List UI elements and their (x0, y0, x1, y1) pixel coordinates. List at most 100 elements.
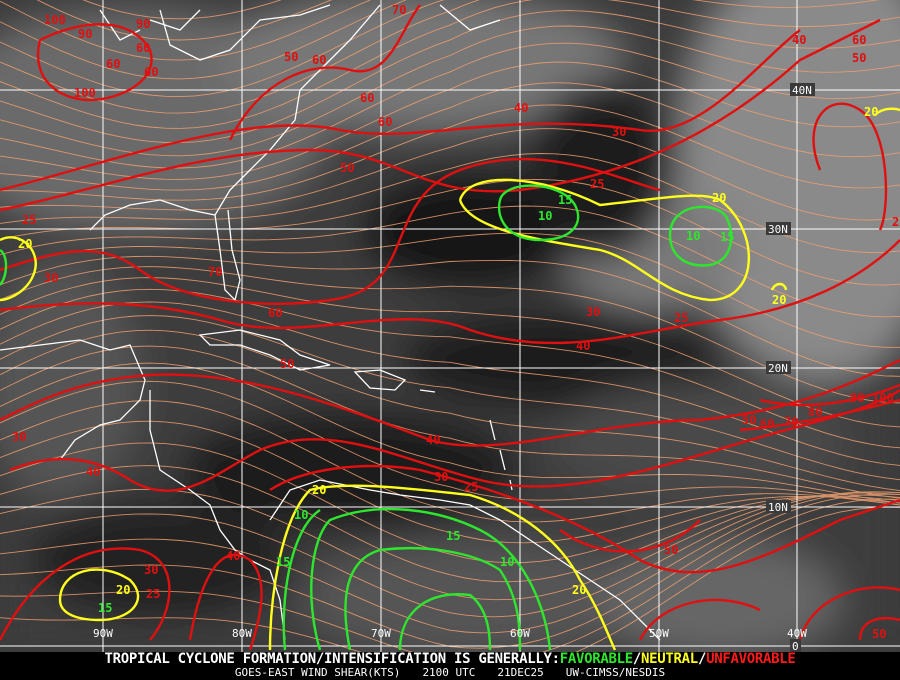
contour-green (398, 593, 492, 651)
contour-label-unfavorable: 40 (226, 549, 240, 563)
longitude-label: 80W (232, 627, 252, 640)
streamline (0, 232, 900, 348)
contour-green (282, 507, 552, 651)
contour-red (37, 23, 153, 102)
unfavorable-contours (0, 4, 900, 651)
streamline (36, 0, 333, 41)
contour-label-neutral: 20 (864, 105, 878, 119)
contour-red (269, 464, 900, 574)
contour-red (188, 553, 263, 651)
favorable-contours (0, 184, 733, 651)
streamline (0, 362, 900, 504)
contour-label-unfavorable: 60 (360, 91, 374, 105)
contour-label-unfavorable: 60 (312, 53, 326, 67)
legend-unfavorable: UNFAVORABLE (706, 651, 796, 667)
contour-label-unfavorable: 50 (872, 627, 886, 641)
contour-label-neutral: 20 (116, 583, 130, 597)
product-time: 2100 UTC (422, 666, 476, 679)
contour-label-unfavorable: 50 (284, 50, 298, 64)
latitude-label-bg (766, 222, 791, 235)
satellite-imagery (0, 0, 900, 652)
streamline (0, 0, 880, 114)
latitude-label: 30N (768, 223, 788, 236)
contour-label-unfavorable: 70 (208, 265, 222, 279)
contour-label-favorable: 15 (98, 601, 112, 615)
contour-label-unfavorable: 2 (892, 215, 899, 229)
product-name: GOES-EAST WIND SHEAR(KTS) (234, 666, 401, 679)
legend-prefix: TROPICAL CYCLONE FORMATION/INTENSIFICATI… (104, 651, 561, 667)
contour-red (739, 383, 900, 432)
contour-red (0, 239, 900, 345)
contour-label-unfavorable: 25 (146, 587, 160, 601)
contour-label-favorable: 15 (558, 193, 572, 207)
contour-label-unfavorable: 50 (280, 357, 294, 371)
contour-label-unfavorable: 40 (576, 339, 590, 353)
legend-separator: / (632, 651, 642, 667)
contour-label-unfavorable: 30 (434, 470, 448, 484)
shear-contours (0, 4, 900, 651)
streamline (0, 82, 900, 191)
streamline (82, 0, 282, 20)
contour-label-unfavorable: 30 (12, 430, 26, 444)
streamline (0, 491, 900, 634)
streamline (0, 329, 900, 492)
streamline (0, 345, 900, 499)
contour-label-unfavorable: 60 (268, 306, 282, 320)
contour-red (9, 389, 900, 492)
streamline (0, 104, 900, 201)
contour-label-unfavorable: 30 (612, 125, 626, 139)
contour-green (668, 205, 733, 267)
latitude-label-bg (790, 639, 801, 652)
contour-label-unfavorable: 25 (590, 177, 604, 191)
streamline (0, 0, 372, 61)
contour-label-unfavorable: 100 (44, 13, 66, 27)
contour-label-unfavorable: 100 (872, 391, 894, 405)
legend-separator: / (697, 651, 707, 667)
contour-yellow (268, 484, 617, 651)
contour-label-unfavorable: 60 (144, 65, 158, 79)
coastline-south-america (269, 479, 661, 641)
longitude-label: 90W (93, 627, 113, 640)
contour-label-unfavorable: 40 (792, 33, 806, 47)
latitude-label-bg (766, 500, 791, 513)
grid-labels: 90W 80W 70W 60W 50W 40W 40N 30N 20N 10N 0 (93, 83, 815, 652)
footer-legend: TROPICAL CYCLONE FORMATION/INTENSIFICATI… (0, 652, 900, 680)
product-source: UW-CIMSS/NESDIS (565, 666, 666, 679)
contour-label-unfavorable: 25 (674, 311, 688, 325)
coastline-hispaniola (353, 369, 436, 393)
contour-label-favorable: 10 (500, 555, 514, 569)
contour-label-neutral: 20 (312, 483, 326, 497)
streamline (0, 442, 900, 564)
contour-red (559, 519, 761, 641)
longitude-label: 70W (371, 627, 391, 640)
contour-label-neutral: 20 (712, 191, 726, 205)
contour-label-unfavorable: 40 (514, 101, 528, 115)
latitude-label-bg (790, 83, 815, 96)
streamline (0, 0, 407, 80)
contour-label-unfavorable: 40 (426, 433, 440, 447)
product-info: GOES-EAST WIND SHEAR(KTS) 2100 UTC 21DEC25… (0, 667, 900, 679)
contour-label-favorable: 10 (294, 508, 308, 522)
contour-label-unfavorable: 90 (850, 391, 864, 405)
contour-label-unfavorable: 40 (86, 465, 100, 479)
contour-labels: 100 90 90 60 60 60 100 70 50 60 60 60 40 30 50 25 70 60 30… (12, 3, 899, 641)
contour-label-unfavorable: 100 (74, 86, 96, 100)
contour-label-unfavorable: 60 (136, 41, 150, 55)
latitude-label-bg (766, 361, 791, 374)
contour-label-unfavorable: 90 (78, 27, 92, 41)
streamline (0, 301, 900, 466)
streamline (0, 25, 900, 157)
contour-red (0, 358, 900, 447)
latitude-label: 10N (768, 501, 788, 514)
contour-label-neutral: 20 (772, 293, 786, 307)
contour-red (0, 547, 171, 641)
contour-yellow (58, 568, 140, 622)
contour-label-unfavorable: 50 (852, 51, 866, 65)
contour-green (497, 184, 580, 242)
streamline (0, 255, 900, 377)
contour-label-unfavorable: 30 (586, 305, 600, 319)
contour-label-unfavorable: 30 (144, 563, 158, 577)
contour-label-unfavorable: 90 (136, 17, 150, 31)
contour-red (0, 157, 661, 305)
